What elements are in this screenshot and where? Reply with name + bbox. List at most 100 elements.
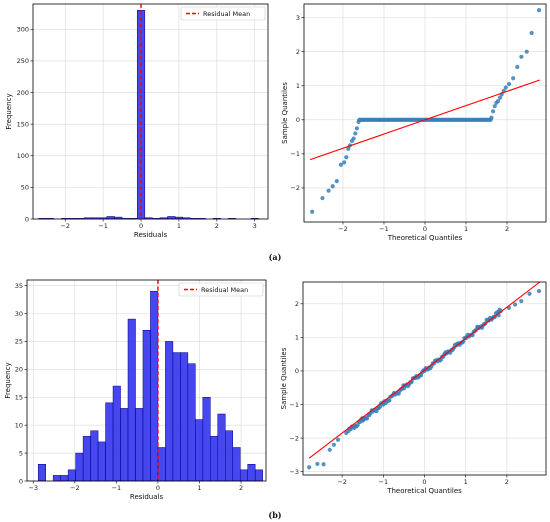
y-axis-label: Frequency [5, 93, 13, 129]
qq-point [338, 162, 344, 167]
y-axis-label: Frequency [4, 362, 12, 398]
qq-point [315, 461, 320, 467]
y-tick-label: 30 [15, 310, 23, 318]
y-tick-label: 1 [295, 334, 299, 342]
qq-point [536, 8, 542, 13]
y-tick-label: −1 [290, 150, 300, 158]
x-axis-label: Residuals [130, 493, 164, 501]
x-tick-label: 0 [423, 225, 427, 233]
y-tick-label: 0 [19, 477, 23, 485]
y-tick-label: 0 [25, 215, 29, 223]
caption-a: (a) [269, 252, 282, 262]
x-tick-label: 3 [253, 222, 257, 230]
qq-point [490, 109, 496, 114]
histogram-bar [210, 436, 219, 482]
x-tick-label: 2 [505, 478, 509, 486]
y-tick-label: 15 [15, 394, 23, 402]
qq-point [536, 288, 542, 294]
histogram-bar [225, 430, 233, 482]
qq-reference-line [309, 79, 541, 161]
qq-point [519, 54, 524, 59]
y-tick-label: 2 [295, 300, 299, 308]
y-tick-label: 20 [15, 366, 23, 374]
qq-point [506, 81, 512, 87]
qq-point [418, 373, 424, 378]
qq-point [377, 404, 383, 409]
histogram-bar [165, 341, 174, 482]
qq-point [513, 302, 518, 307]
qq-reference-line [308, 281, 541, 459]
x-tick-label: 1 [464, 225, 468, 233]
y-tick-label: 2 [296, 48, 300, 56]
histogram-bar [180, 352, 189, 482]
qq-point [519, 299, 524, 304]
x-axis-label: Theoretical Quantiles [387, 234, 463, 242]
qq-point [488, 117, 493, 122]
y-tick-label: 200 [17, 89, 29, 97]
qq-point [320, 196, 325, 201]
y-tick-label: 250 [17, 57, 29, 65]
legend-label: Residual Mean [201, 286, 248, 294]
qq-point [342, 160, 347, 165]
histogram-bar [202, 397, 211, 482]
x-axis-label: Theoretical Quantiles [386, 487, 462, 495]
x-tick-label: −1 [112, 484, 122, 492]
panel-b-qqplot: −2 −1 0 1 2 −3 −2 −1 0 1 2 Theoretical Quantiles Sam… [280, 281, 547, 495]
qq-point [351, 136, 356, 141]
x-tick-label: 1 [197, 484, 201, 492]
y-axis-label: Sample Quantiles [280, 347, 288, 409]
legend-box [178, 282, 264, 297]
x-tick-label: 1 [177, 222, 181, 230]
panel-a-qqplot: −2 −1 0 1 2 −2 −1 0 1 2 3 Theoretical Quantiles Samp… [281, 3, 547, 242]
histogram-bar [120, 408, 129, 482]
y-tick-label: 0 [296, 116, 300, 124]
histogram-bar [60, 475, 69, 482]
histogram-bar [97, 441, 106, 482]
qq-point [495, 98, 501, 104]
y-tick-label: 0 [295, 367, 299, 375]
histogram-bar [75, 452, 84, 482]
y-tick-label: 50 [21, 184, 29, 192]
x-tick-label: −1 [379, 225, 389, 233]
y-tick-label: −2 [290, 184, 300, 192]
histogram-bar [187, 363, 196, 482]
x-tick-label: −1 [98, 222, 108, 230]
histogram-bar [172, 352, 181, 482]
legend-label: Residual Mean [203, 10, 250, 18]
qq-point [503, 85, 508, 90]
qq-point [327, 447, 332, 452]
qq-point [492, 104, 497, 109]
histogram-bar [150, 290, 159, 482]
legend-box [180, 6, 266, 21]
x-tick-label: 2 [505, 225, 509, 233]
histogram-bar [135, 408, 144, 482]
x-tick-label: −2 [70, 484, 80, 492]
x-tick-label: −2 [60, 222, 70, 230]
y-tick-label: −3 [289, 468, 299, 476]
qq-point [529, 30, 534, 36]
histogram-bar [105, 402, 114, 482]
y-tick-label: 35 [15, 282, 23, 290]
histogram-bar [157, 447, 166, 482]
histogram-bar [37, 464, 46, 482]
qq-point [334, 179, 339, 184]
x-tick-label: 2 [239, 484, 243, 492]
x-axis-label: Residuals [134, 231, 168, 239]
y-tick-label: 3 [296, 14, 300, 22]
histogram-bar [195, 419, 204, 482]
qq-point [364, 416, 370, 421]
y-tick-label: 10 [15, 421, 23, 429]
x-tick-label: 0 [422, 478, 426, 486]
qq-point [515, 64, 520, 70]
y-tick-label: −1 [289, 401, 299, 409]
panel-a-histogram: −2 −1 0 1 2 3 0 50 100 150 200 250 300 Residuals Frequ… [5, 3, 269, 239]
histogram-bar [112, 385, 121, 482]
plot-frame [26, 279, 267, 482]
x-tick-label: −2 [338, 225, 348, 233]
histogram-bar [67, 469, 76, 482]
qq-point [511, 76, 516, 81]
y-tick-label: 100 [17, 152, 29, 160]
y-tick-label: 300 [17, 26, 29, 34]
histogram-bar [142, 330, 151, 482]
x-tick-label: 1 [464, 478, 468, 486]
